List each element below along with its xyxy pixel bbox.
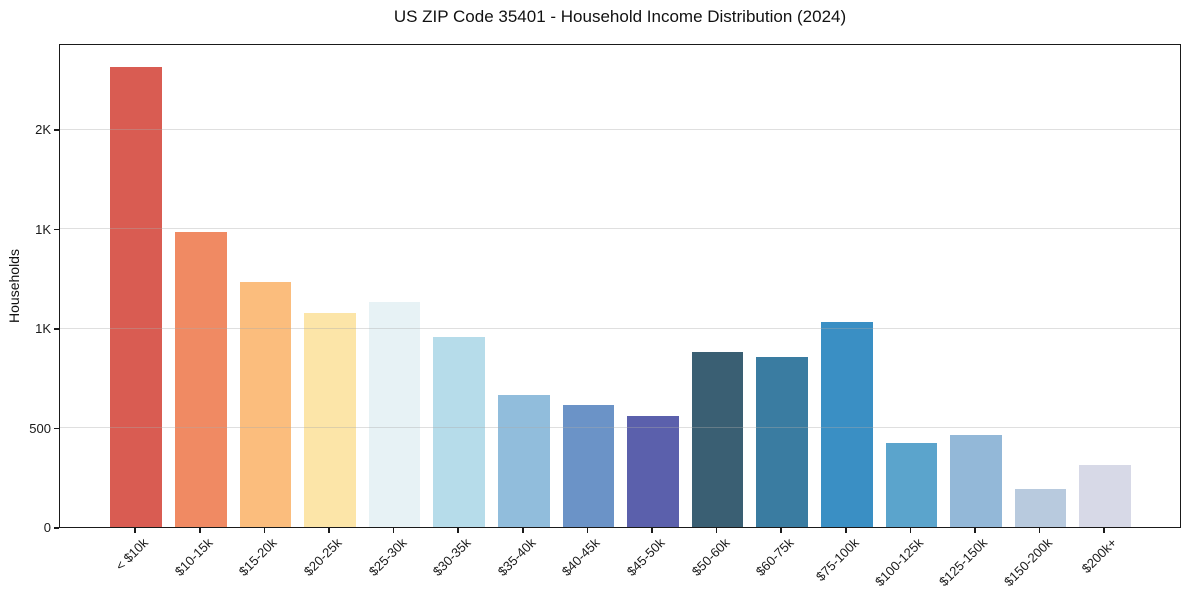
xtick-mark <box>909 528 912 533</box>
xtick-mark <box>780 528 782 533</box>
xtick-mark <box>263 528 266 533</box>
bar-$125-150k <box>950 434 1002 527</box>
bar-$45-50k <box>627 415 679 527</box>
ytick-label-500: 500 <box>29 420 51 436</box>
bar-< $10k <box>110 67 163 527</box>
ytick-label-1K: 1K <box>35 321 51 337</box>
bar-$100-125k <box>885 443 938 527</box>
xtick-mark <box>522 528 524 533</box>
bar-$200k+ <box>1079 465 1131 527</box>
plot-inner <box>60 45 1180 527</box>
bar-$30-35k <box>433 337 486 527</box>
y-axis-label: Households <box>6 249 22 323</box>
xtick-mark <box>392 528 395 533</box>
bar-$75-100k <box>820 322 873 527</box>
xtick-label-$125-150k: $125-150k <box>936 535 991 590</box>
xtick-label-$150-200k: $150-200k <box>1001 535 1056 590</box>
xtick-label-$10-15k: $10-15k <box>171 535 216 579</box>
gridline-1000 <box>60 327 1180 329</box>
xtick-label-$20-25k: $20-25k <box>300 535 345 579</box>
xtick-mark <box>1103 528 1105 533</box>
gridline-1500 <box>60 228 1180 230</box>
xtick-label-$75-100k: $75-100k <box>812 535 862 584</box>
xtick-label-$35-40k: $35-40k <box>494 535 539 579</box>
xtick-mark <box>651 528 653 533</box>
bar-$60-75k <box>756 356 808 527</box>
bar-$50-60k <box>691 351 744 527</box>
ytick-mark <box>54 328 59 330</box>
xtick-mark <box>845 528 847 533</box>
ytick-mark <box>54 527 59 529</box>
xtick-label-$30-35k: $30-35k <box>429 535 474 579</box>
plot-area <box>59 44 1181 528</box>
bar-$25-30k <box>368 302 421 527</box>
ytick-mark <box>54 427 59 430</box>
bar-$10-15k <box>174 231 227 527</box>
bar-$40-45k <box>562 404 615 527</box>
chart-title: US ZIP Code 35401 - Household Income Dis… <box>393 7 847 26</box>
xtick-mark <box>1038 528 1041 533</box>
xtick-mark <box>715 528 718 533</box>
bar-$20-25k <box>304 313 356 527</box>
xtick-label-$60-75k: $60-75k <box>752 535 797 579</box>
xtick-label-$40-45k: $40-45k <box>559 535 603 579</box>
bar-$15-20k <box>239 282 292 527</box>
xtick-label-$50-60k: $50-60k <box>688 535 733 579</box>
ytick-label-2K: 2K <box>35 122 51 138</box>
xtick-label-$25-30k: $25-30k <box>365 535 410 579</box>
ytick-mark <box>54 228 59 231</box>
xtick-mark <box>974 528 976 533</box>
xtick-label-$15-20k: $15-20k <box>236 535 281 579</box>
xtick-mark <box>199 528 201 533</box>
xtick-label-$100-125k: $100-125k <box>871 535 926 590</box>
gridline-2000 <box>60 128 1180 130</box>
xtick-mark <box>134 528 136 533</box>
bar-$150-200k <box>1014 489 1067 527</box>
gridline-500 <box>60 427 1180 429</box>
xtick-label-$200k+: $200k+ <box>1078 535 1120 577</box>
xtick-mark <box>586 528 589 533</box>
ytick-label-1K: 1K <box>35 221 51 237</box>
xtick-label-< $10k: < $10k <box>112 535 151 574</box>
ytick-label-0: 0 <box>43 520 51 535</box>
xtick-label-$45-50k: $45-50k <box>623 535 668 579</box>
bar-$35-40k <box>497 394 550 527</box>
ytick-mark <box>54 129 59 131</box>
xtick-mark <box>457 528 459 533</box>
xtick-mark <box>328 528 330 533</box>
